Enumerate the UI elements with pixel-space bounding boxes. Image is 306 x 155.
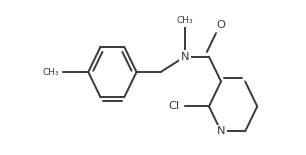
Text: O: O	[217, 20, 226, 30]
Text: Cl: Cl	[168, 102, 180, 111]
Text: CH₃: CH₃	[177, 16, 193, 25]
Text: N: N	[217, 126, 225, 136]
Text: CH₃: CH₃	[42, 68, 59, 77]
Text: N: N	[181, 52, 189, 62]
